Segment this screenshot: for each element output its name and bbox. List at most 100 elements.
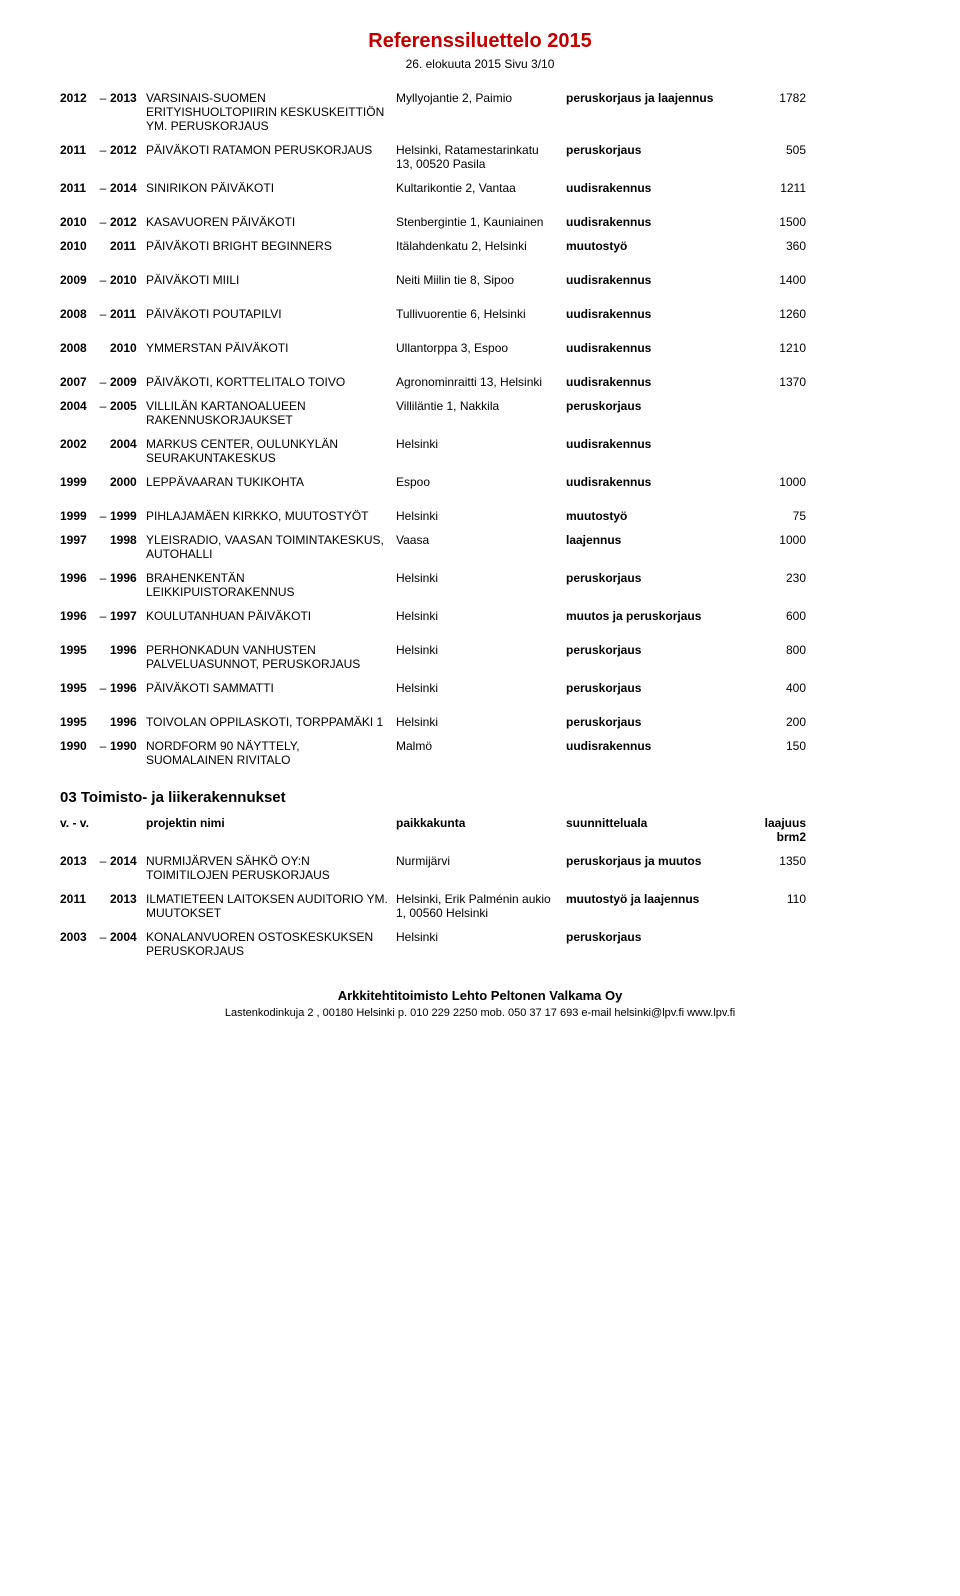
year-start: 2009 (60, 273, 96, 287)
year-end: 2005 (110, 399, 146, 413)
year-end: 2012 (110, 215, 146, 229)
project-name: TOIVOLAN OPPILASKOTI, TORPPAMÄKI 1 (146, 715, 396, 729)
project-area: 200 (746, 715, 806, 729)
table-row: 2009–2010PÄIVÄKOTI MIILINeiti Miilin tie… (60, 273, 900, 287)
year-dash: – (96, 143, 110, 157)
year-start: 2010 (60, 215, 96, 229)
project-location: Helsinki, Erik Palménin aukio 1, 00560 H… (396, 892, 566, 920)
project-name: MARKUS CENTER, OULUNKYLÄN SEURAKUNTAKESK… (146, 437, 396, 465)
table-row: 2007–2009PÄIVÄKOTI, KORTTELITALO TOIVOAg… (60, 375, 900, 389)
project-name: PÄIVÄKOTI, KORTTELITALO TOIVO (146, 375, 396, 389)
footer: Arkkitehtitoimisto Lehto Peltonen Valkam… (60, 988, 900, 1019)
table-row: 20102011PÄIVÄKOTI BRIGHT BEGINNERSItälah… (60, 239, 900, 253)
col-loc: paikkakunta (396, 816, 566, 844)
project-name: PÄIVÄKOTI POUTAPILVI (146, 307, 396, 321)
project-location: Helsinki (396, 437, 566, 451)
project-name: PÄIVÄKOTI BRIGHT BEGINNERS (146, 239, 396, 253)
col-years: v. - v. (60, 816, 146, 844)
project-name: PÄIVÄKOTI RATAMON PERUSKORJAUS (146, 143, 396, 157)
project-area: 1350 (746, 854, 806, 868)
year-start: 2007 (60, 375, 96, 389)
project-area: 75 (746, 509, 806, 523)
project-type: peruskorjaus (566, 643, 746, 657)
project-type: muutostyö (566, 509, 746, 523)
year-start: 1999 (60, 475, 96, 489)
project-name: VILLILÄN KARTANOALUEEN RAKENNUSKORJAUKSE… (146, 399, 396, 427)
project-location: Agronominraitti 13, Helsinki (396, 375, 566, 389)
year-end: 1999 (110, 509, 146, 523)
table-row: 1995–1996PÄIVÄKOTI SAMMATTIHelsinkiperus… (60, 681, 900, 695)
table-row: 2010–2012KASAVUOREN PÄIVÄKOTIStenbergint… (60, 215, 900, 229)
table-row: 20022004MARKUS CENTER, OULUNKYLÄN SEURAK… (60, 437, 900, 465)
project-type: uudisrakennus (566, 739, 746, 753)
project-type: peruskorjaus ja laajennus (566, 91, 746, 105)
project-type: peruskorjaus (566, 399, 746, 413)
year-end: 1998 (110, 533, 146, 547)
project-type: uudisrakennus (566, 307, 746, 321)
project-location: Nurmijärvi (396, 854, 566, 868)
table-row: 20082010YMMERSTAN PÄIVÄKOTIUllantorppa 3… (60, 341, 900, 355)
project-type: uudisrakennus (566, 181, 746, 195)
doc-title: Referenssiluettelo 2015 (60, 30, 900, 53)
project-area: 1260 (746, 307, 806, 321)
project-type: uudisrakennus (566, 273, 746, 287)
table-row: 2003–2004KONALANVUOREN OSTOSKESKUKSEN PE… (60, 930, 900, 958)
project-location: Helsinki (396, 609, 566, 623)
row-gap (60, 499, 900, 509)
year-end: 2012 (110, 143, 146, 157)
table-row: 2011–2012PÄIVÄKOTI RATAMON PERUSKORJAUSH… (60, 143, 900, 171)
year-start: 2011 (60, 892, 96, 906)
year-end: 1996 (110, 643, 146, 657)
year-end: 2011 (110, 239, 146, 253)
project-area: 1210 (746, 341, 806, 355)
project-name: NORDFORM 90 NÄYTTELY, SUOMALAINEN RIVITA… (146, 739, 396, 767)
year-dash: – (96, 681, 110, 695)
project-name: YLEISRADIO, VAASAN TOIMINTAKESKUS, AUTOH… (146, 533, 396, 561)
project-location: Vaasa (396, 533, 566, 547)
project-name: KASAVUOREN PÄIVÄKOTI (146, 215, 396, 229)
project-location: Neiti Miilin tie 8, Sipoo (396, 273, 566, 287)
year-end: 2004 (110, 930, 146, 944)
year-dash: – (96, 307, 110, 321)
year-start: 1995 (60, 681, 96, 695)
footer-company: Arkkitehtitoimisto Lehto Peltonen Valkam… (60, 988, 900, 1003)
table-row: 2012–2013VARSINAIS-SUOMEN ERITYISHUOLTOP… (60, 91, 900, 133)
project-area: 1000 (746, 533, 806, 547)
year-dash: – (96, 375, 110, 389)
project-name: NURMIJÄRVEN SÄHKÖ OY:N TOIMITILOJEN PERU… (146, 854, 396, 882)
project-area: 150 (746, 739, 806, 753)
year-dash: – (96, 91, 110, 105)
year-end: 2010 (110, 273, 146, 287)
year-end: 2013 (110, 91, 146, 105)
row-gap (60, 633, 900, 643)
project-type: peruskorjaus (566, 143, 746, 157)
year-start: 2012 (60, 91, 96, 105)
project-area: 360 (746, 239, 806, 253)
col-name: projektin nimi (146, 816, 396, 844)
project-location: Helsinki (396, 643, 566, 657)
project-location: Helsinki (396, 571, 566, 585)
table-row: 2013–2014NURMIJÄRVEN SÄHKÖ OY:N TOIMITIL… (60, 854, 900, 882)
project-location: Malmö (396, 739, 566, 753)
project-type: peruskorjaus (566, 715, 746, 729)
year-dash: – (96, 215, 110, 229)
col-area: laajuus brm2 (746, 816, 806, 844)
year-end: 2014 (110, 854, 146, 868)
project-name: KONALANVUOREN OSTOSKESKUKSEN PERUSKORJAU… (146, 930, 396, 958)
row-gap (60, 263, 900, 273)
year-dash: – (96, 930, 110, 944)
year-start: 1995 (60, 715, 96, 729)
year-start: 2003 (60, 930, 96, 944)
footer-info: Lastenkodinkuja 2 , 00180 Helsinki p. 01… (60, 1007, 900, 1019)
project-type: uudisrakennus (566, 437, 746, 451)
row-gap (60, 297, 900, 307)
row-gap (60, 331, 900, 341)
project-list: 2012–2013VARSINAIS-SUOMEN ERITYISHUOLTOP… (60, 91, 900, 767)
table-row: 20112013ILMATIETEEN LAITOKSEN AUDITORIO … (60, 892, 900, 920)
project-area: 1000 (746, 475, 806, 489)
project-area: 230 (746, 571, 806, 585)
year-dash: – (96, 739, 110, 753)
year-end: 2000 (110, 475, 146, 489)
table-row: 2008–2011PÄIVÄKOTI POUTAPILVITullivuoren… (60, 307, 900, 321)
section-title: 03 Toimisto- ja liikerakennukset (60, 789, 900, 806)
